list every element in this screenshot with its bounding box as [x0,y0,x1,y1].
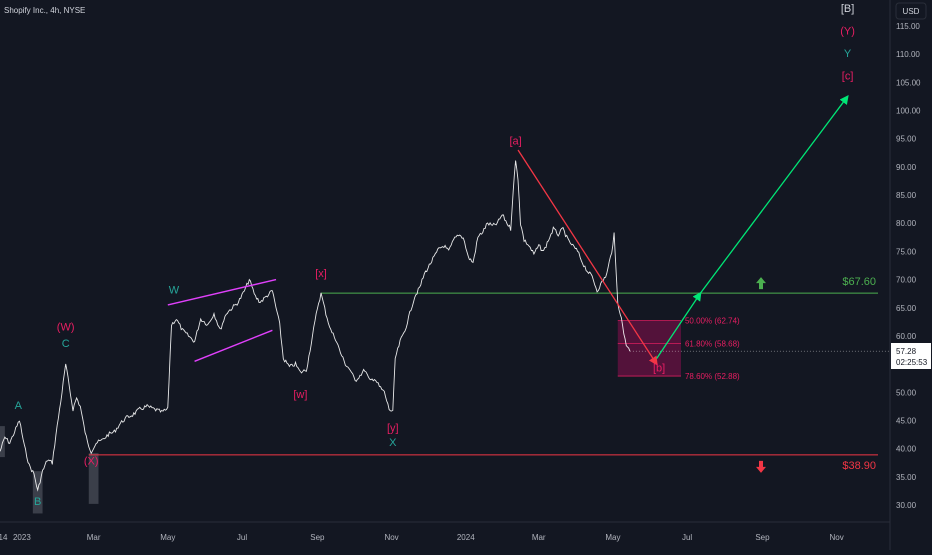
level-labels: $67.60 $38.90 [756,276,876,473]
time-tick-label: Nov [830,533,844,542]
wave-label: W [169,285,180,297]
time-tick-label: Mar [87,533,101,542]
time-tick-label: May [605,533,620,542]
time-tick-label: 14 [0,533,8,542]
shaded-boxes [0,426,99,514]
trendline [167,278,277,306]
fib-level-label: 78.60% (52.88) [685,372,740,381]
price-tick-label: 60.00 [896,332,917,341]
fib-zone [617,320,681,377]
wave-label: C [62,338,70,350]
price-tick-label: 95.00 [896,135,917,144]
time-tick-label: 2023 [13,533,31,542]
last-price-tag [891,343,931,369]
fib-zone-group [617,320,681,377]
wave-label: [B] [841,3,854,15]
projection-arrow [699,94,849,294]
level-price-label: $38.90 [842,460,876,472]
last-price-value: 57.28 [896,347,917,356]
wave-label: [x] [315,268,327,280]
wave-label: (Y) [840,25,855,37]
trendline [194,329,273,362]
horizontal-levels [88,292,878,456]
wave-label: Y [844,48,852,60]
level-price-label: $67.60 [842,276,876,288]
last-price-timer: 02:25:53 [896,358,928,367]
wave-label: [b] [653,362,665,374]
price-tick-label: 80.00 [896,219,917,228]
price-tick-label: 110.00 [896,50,920,59]
price-tick-label: 30.00 [896,501,917,510]
price-tick-label: 105.00 [896,78,921,87]
fib-level-label: 61.80% (58.68) [685,339,740,348]
shaded-box [0,426,5,458]
wave-label: [c] [842,71,854,83]
price-tick-label: 115.00 [896,22,920,31]
time-tick-label: Mar [532,533,546,542]
price-tick-label: 35.00 [896,473,917,482]
wave-label: [y] [387,423,399,435]
price-tick-label: 45.00 [896,416,917,425]
level-down-arrow [756,460,766,473]
price-tick-label: 100.00 [896,107,921,116]
projection-arrows [517,94,849,366]
time-tick-label: 2024 [457,533,475,542]
wave-label: X [389,437,397,449]
currency-button[interactable] [895,2,927,20]
wave-label: B [34,496,41,508]
wave-label: (X) [84,455,99,467]
price-tick-label: 50.00 [896,388,917,397]
time-tick-label: Sep [755,533,770,542]
time-tick-label: Jul [682,533,692,542]
price-series [0,160,890,492]
projection-arrow [656,291,702,359]
wave-label: [w] [293,389,307,401]
wave-labels: A B C (W) (X) W [w] [x] [y] X [a] [b] [B] (Y) Y [c] [15,3,855,508]
wave-label: [a] [509,135,521,147]
price-line [0,160,631,492]
wave-label: (W) [57,321,75,333]
fib-level-label: 50.00% (62.74) [685,317,740,326]
time-tick-label: May [160,533,175,542]
price-tick-label: 65.00 [896,304,917,313]
price-tick-label: 85.00 [896,191,917,200]
shaded-box [32,471,43,514]
fib-labels: 50.00% (62.74) 61.80% (58.68) 78.60% (52.8… [685,317,740,382]
chart-title: Shopify Inc., 4h, NYSE [4,6,85,15]
time-tick-label: Nov [384,533,398,542]
time-tick-label: Jul [237,533,247,542]
currency-label: USD [903,7,920,16]
time-tick-label: Sep [310,533,325,542]
price-tick-label: 40.00 [896,445,917,454]
trendlines [167,278,277,362]
wave-label: A [15,400,23,412]
time-axis[interactable]: 14 2023 Mar May Jul Sep Nov 2024 Mar May Jul Sep Nov [0,533,844,542]
price-tick-label: 90.00 [896,163,917,172]
projection-arrow [517,149,658,366]
level-up-arrow [756,277,766,290]
shaded-box [88,453,99,504]
price-tick-label: 75.00 [896,247,917,256]
price-tick-label: 70.00 [896,276,917,285]
